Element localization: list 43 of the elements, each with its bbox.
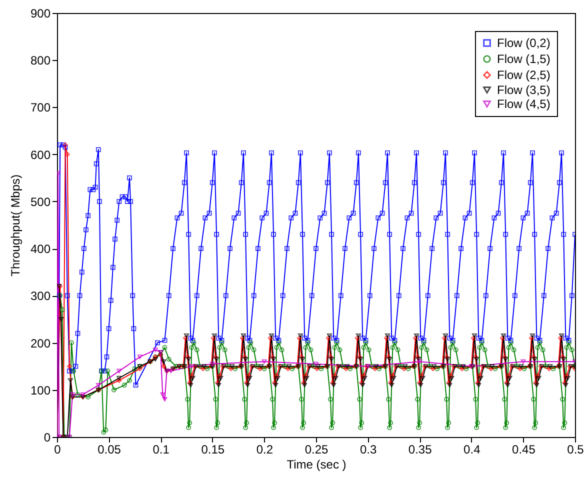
y-tick-label: 300: [30, 289, 51, 304]
y-tick-label: 400: [30, 242, 51, 256]
legend-label: Flow (1,5): [497, 52, 550, 66]
y-tick-label: 500: [30, 194, 51, 209]
point: [96, 382, 101, 388]
y-tick-label: 700: [30, 100, 51, 115]
y-tick-label: 900: [30, 6, 51, 20]
x-tick-label: 0.1: [152, 442, 170, 456]
point: [162, 397, 168, 402]
point: [160, 392, 166, 397]
x-tick-label: 0.2: [256, 442, 274, 456]
point: [80, 392, 86, 397]
x-tick-label: 0: [54, 442, 62, 456]
x-tick-label: 0.3: [360, 442, 377, 456]
point: [210, 362, 215, 366]
point: [152, 348, 158, 352]
x-tick-label: 0.05: [98, 442, 122, 456]
legend-label: Flow (0,2): [497, 36, 550, 50]
point: [314, 362, 318, 366]
y-tick-label: 100: [30, 383, 51, 398]
point: [57, 170, 61, 176]
x-axis-title: Time (sec ): [286, 458, 346, 472]
legend-label: Flow (3,5): [497, 83, 550, 97]
point: [70, 392, 76, 397]
point: [168, 368, 174, 374]
legend-label: Flow (2,5): [497, 68, 550, 82]
x-tick-label: 0.5: [567, 442, 584, 456]
x-tick-label: 0.4: [464, 442, 481, 456]
x-tick-label: 0.45: [512, 442, 536, 456]
x-tick-label: 0.15: [201, 442, 225, 456]
y-tick-label: 800: [30, 54, 51, 68]
legend-label: Flow (4,5): [497, 97, 550, 111]
x-tick-label: 0.25: [304, 442, 328, 456]
point: [189, 364, 194, 369]
y-axis-title: Throughput( Mbps): [8, 174, 22, 277]
point: [116, 368, 122, 374]
y-tick-label: 200: [30, 336, 51, 350]
point: [520, 359, 526, 364]
point: [262, 359, 267, 364]
y-tick-label: 600: [30, 148, 51, 162]
point: [137, 354, 142, 360]
x-tick-label: 0.35: [408, 442, 432, 456]
y-tick-label: 0: [44, 430, 51, 444]
